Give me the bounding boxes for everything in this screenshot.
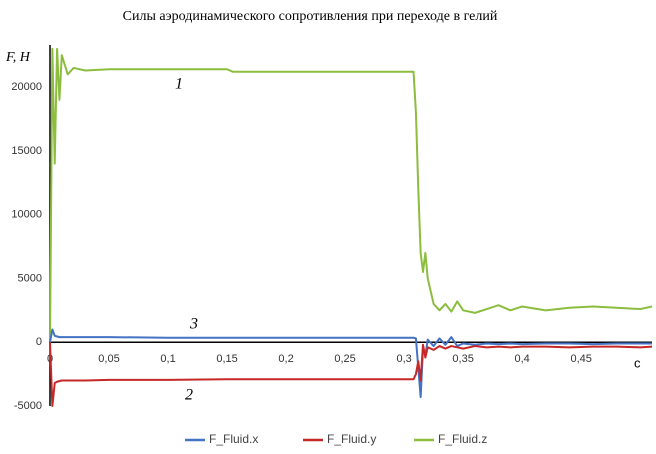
y-tick-label: -5000 xyxy=(14,400,42,412)
x-tick-label: 0,25 xyxy=(334,353,355,365)
y-tick-label: 20000 xyxy=(11,81,42,93)
x-tick-label: 0,4 xyxy=(515,353,530,365)
annotation: 1 xyxy=(175,76,183,93)
x-tick-label: 0,3 xyxy=(396,353,411,365)
legend-label: F_Fluid.y xyxy=(327,432,376,446)
annotation: 2 xyxy=(185,387,193,404)
y-axis-label: F, H xyxy=(5,50,31,65)
series-line xyxy=(49,342,653,407)
x-tick-label: 0,2 xyxy=(278,353,293,365)
legend-label: F_Fluid.x xyxy=(209,432,258,446)
y-tick-label: 10000 xyxy=(11,209,42,221)
x-tick-label: 0,45 xyxy=(570,353,591,365)
legend-label: F_Fluid.z xyxy=(438,432,487,446)
x-tick-label: 0,1 xyxy=(160,353,175,365)
y-tick-label: 5000 xyxy=(18,272,42,284)
x-tick-label: 0,05 xyxy=(98,353,119,365)
y-tick-label: 15000 xyxy=(11,145,42,157)
x-axis-label: c xyxy=(634,355,641,370)
x-tick-label: 0,35 xyxy=(452,353,473,365)
y-tick-label: 0 xyxy=(36,336,42,348)
annotation: 3 xyxy=(189,316,198,333)
x-tick-label: 0,15 xyxy=(216,353,237,365)
chart-title: Силы аэродинамического сопротивления при… xyxy=(123,9,498,24)
series-line xyxy=(49,47,653,343)
